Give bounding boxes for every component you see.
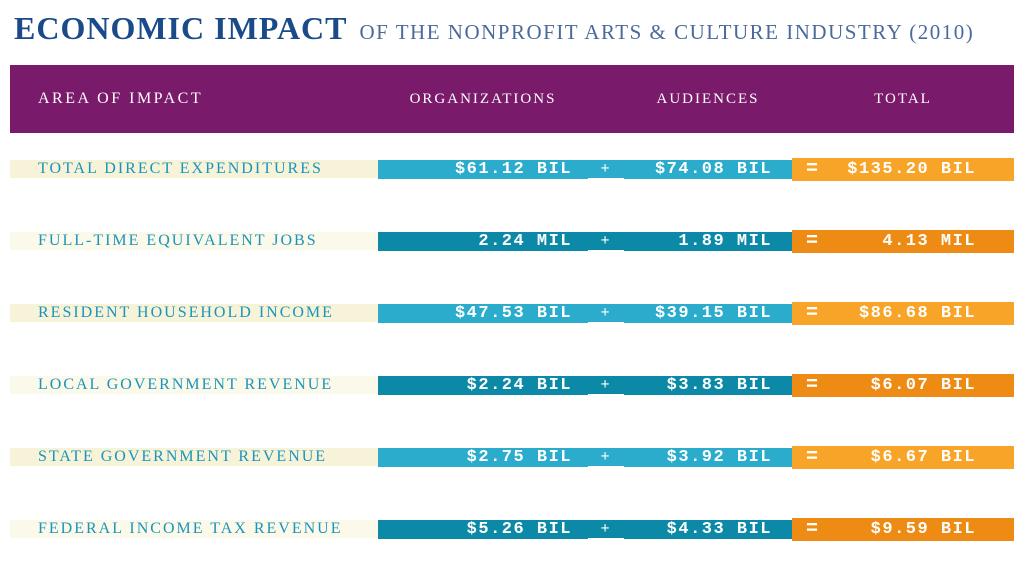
- header-organizations: ORGANIZATIONS: [378, 91, 588, 108]
- row-label: TOTAL DIRECT EXPENDITURES: [10, 160, 378, 178]
- table-row: STATE GOVERNMENT REVENUE$2.75 BIL+$3.92 …: [10, 421, 1014, 493]
- plus-icon: +: [588, 520, 624, 538]
- row-audiences-value: 1.89 MIL: [624, 232, 792, 251]
- row-total-value: =$135.20 BIL: [792, 158, 1014, 181]
- plus-icon: +: [588, 448, 624, 466]
- row-organizations-value: $2.75 BIL: [378, 448, 588, 467]
- infographic-container: ECONOMIC IMPACT OF THE NONPROFIT ARTS & …: [0, 0, 1024, 565]
- row-total-value: =4.13 MIL: [792, 230, 1014, 253]
- row-total-value: =$9.59 BIL: [792, 518, 1014, 541]
- table-body: TOTAL DIRECT EXPENDITURES$61.12 BIL+$74.…: [10, 133, 1014, 565]
- table-row: LOCAL GOVERNMENT REVENUE$2.24 BIL+$3.83 …: [10, 349, 1014, 421]
- table-row: FEDERAL INCOME TAX REVENUE$5.26 BIL+$4.3…: [10, 493, 1014, 565]
- row-audiences-value: $4.33 BIL: [624, 520, 792, 539]
- row-label: FEDERAL INCOME TAX REVENUE: [10, 520, 378, 538]
- header-total: TOTAL: [792, 91, 1014, 108]
- row-audiences-value: $3.83 BIL: [624, 376, 792, 395]
- row-organizations-value: $61.12 BIL: [378, 160, 588, 179]
- header-audiences: AUDIENCES: [624, 91, 792, 108]
- row-organizations-value: 2.24 MIL: [378, 232, 588, 251]
- plus-icon: +: [588, 232, 624, 250]
- row-total-value: =$6.07 BIL: [792, 374, 1014, 397]
- table-row: FULL-TIME EQUIVALENT JOBS2.24 MIL+1.89 M…: [10, 205, 1014, 277]
- impact-table: AREA OF IMPACT ORGANIZATIONS AUDIENCES T…: [10, 65, 1014, 565]
- row-label: RESIDENT HOUSEHOLD INCOME: [10, 304, 378, 322]
- title-block: ECONOMIC IMPACT OF THE NONPROFIT ARTS & …: [10, 10, 1014, 47]
- row-audiences-value: $3.92 BIL: [624, 448, 792, 467]
- row-label: LOCAL GOVERNMENT REVENUE: [10, 376, 378, 394]
- row-audiences-value: $39.15 BIL: [624, 304, 792, 323]
- title-main: ECONOMIC IMPACT: [14, 10, 348, 46]
- plus-icon: +: [588, 304, 624, 322]
- plus-icon: +: [588, 376, 624, 394]
- plus-icon: +: [588, 160, 624, 178]
- table-row: RESIDENT HOUSEHOLD INCOME$47.53 BIL+$39.…: [10, 277, 1014, 349]
- header-area: AREA OF IMPACT: [10, 90, 378, 108]
- row-total-value: =$86.68 BIL: [792, 302, 1014, 325]
- row-organizations-value: $5.26 BIL: [378, 520, 588, 539]
- row-label: STATE GOVERNMENT REVENUE: [10, 448, 378, 466]
- table-header-row: AREA OF IMPACT ORGANIZATIONS AUDIENCES T…: [10, 65, 1014, 133]
- row-total-value: =$6.67 BIL: [792, 446, 1014, 469]
- row-label: FULL-TIME EQUIVALENT JOBS: [10, 232, 378, 250]
- table-row: TOTAL DIRECT EXPENDITURES$61.12 BIL+$74.…: [10, 133, 1014, 205]
- row-organizations-value: $47.53 BIL: [378, 304, 588, 323]
- row-organizations-value: $2.24 BIL: [378, 376, 588, 395]
- title-subtitle: OF THE NONPROFIT ARTS & CULTURE INDUSTRY…: [360, 20, 975, 44]
- row-audiences-value: $74.08 BIL: [624, 160, 792, 179]
